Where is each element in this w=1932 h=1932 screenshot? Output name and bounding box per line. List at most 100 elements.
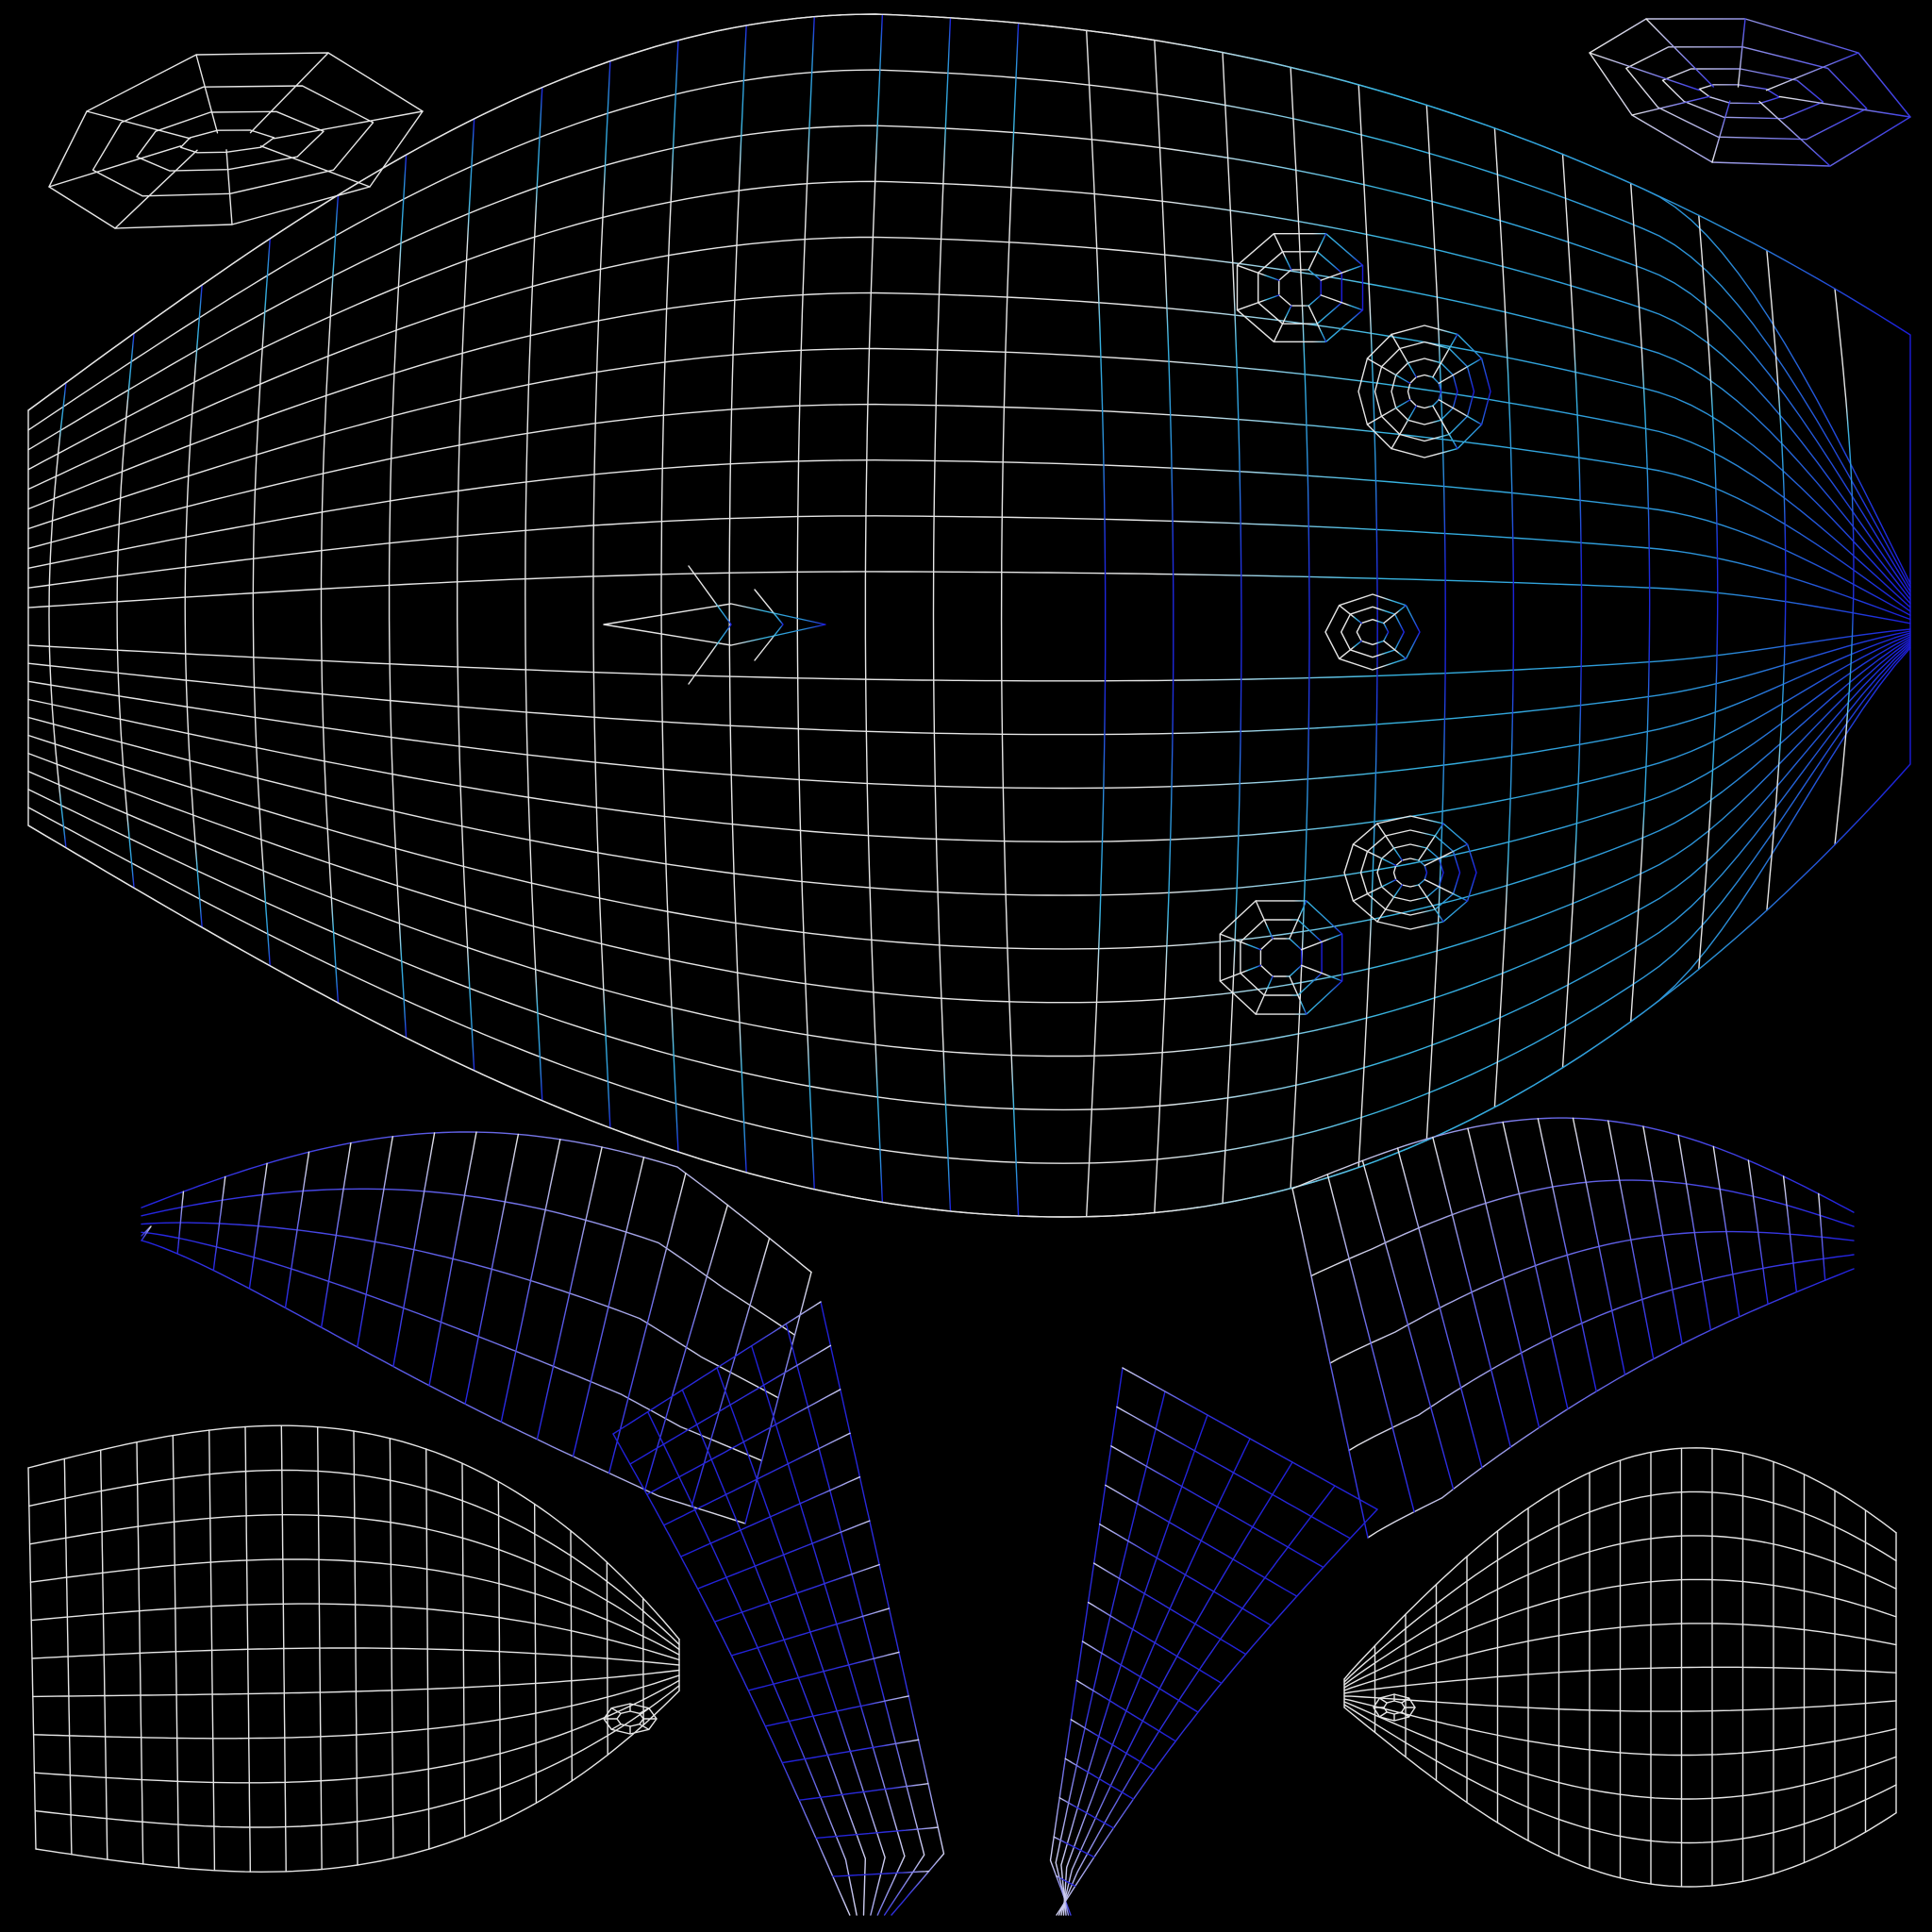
- wire-edge: [1432, 405, 1458, 450]
- wire-edge: [815, 1826, 939, 1840]
- wire-edge: [1110, 1445, 1324, 1569]
- wire-edge: [317, 1425, 323, 1871]
- wire-edge: [1240, 919, 1323, 996]
- wire-edge: [1677, 1134, 1712, 1331]
- wire-edge: [1219, 964, 1262, 982]
- wire-edge: [1291, 1188, 1369, 1539]
- wire-edge: [389, 1437, 394, 1859]
- body-main-island: [27, 13, 1911, 1218]
- wire-edge: [1081, 1641, 1199, 1713]
- wire-edge: [1418, 884, 1444, 923]
- wire-edge: [244, 1425, 251, 1873]
- wire-edge: [1661, 68, 1824, 120]
- wire-edge: [1055, 1391, 1166, 1916]
- wire-edge: [832, 1870, 930, 1877]
- wire-edge: [716, 1367, 886, 1916]
- wire-edge: [1085, 29, 1107, 1218]
- wire-edge: [27, 641, 1911, 1058]
- wire-edge: [252, 238, 271, 967]
- wire-edge: [1758, 100, 1831, 167]
- wire-edge: [184, 284, 203, 928]
- wire-edge: [1049, 1367, 1124, 1916]
- wire-edge: [464, 1133, 520, 1406]
- wire-edge: [820, 1301, 945, 1916]
- wire-edge: [1698, 84, 1781, 105]
- wire-edge: [1391, 405, 1418, 450]
- wire-edge: [273, 110, 424, 140]
- wire-edge: [208, 1429, 216, 1872]
- wire-edge: [525, 86, 543, 1102]
- wire-edge: [536, 1146, 603, 1441]
- wire-edge: [751, 1344, 906, 1916]
- wire-edge: [610, 1723, 622, 1731]
- wire-edge: [570, 1529, 573, 1782]
- wire-edge: [1376, 884, 1404, 923]
- wire-edge: [1383, 640, 1407, 659]
- wire-edge: [781, 1739, 920, 1764]
- wire-edge: [1273, 305, 1292, 342]
- wire-edge: [864, 13, 884, 1204]
- wire-edge: [1310, 1179, 1855, 1277]
- wire-edge: [116, 332, 135, 889]
- wire-edge: [141, 1225, 152, 1241]
- wire-edge: [1236, 294, 1280, 311]
- wire-edge: [1561, 153, 1583, 1069]
- wire-edge: [1834, 288, 1855, 846]
- wire-edge: [1289, 975, 1307, 1015]
- wire-edge: [1154, 39, 1174, 1214]
- wire-edge: [1064, 1757, 1135, 1800]
- wire-edge: [320, 193, 340, 1004]
- wire-edge: [27, 13, 1911, 1218]
- wire-edge: [1589, 52, 1701, 92]
- wire-edge: [1765, 52, 1859, 92]
- wire-edge: [136, 110, 325, 172]
- wire-edge: [27, 1467, 37, 1850]
- wire-edge: [754, 589, 784, 661]
- wire-edge: [1383, 605, 1407, 625]
- wire-edge: [1307, 305, 1327, 342]
- wire-edge: [280, 1424, 287, 1873]
- wire-edge: [1255, 975, 1274, 1015]
- wire-edge: [1307, 232, 1327, 271]
- wire-edge: [27, 515, 1911, 621]
- wire-edge: [212, 1175, 226, 1272]
- wire-edge: [1259, 938, 1303, 977]
- wire-edge: [1401, 1711, 1410, 1718]
- wire-edge: [27, 69, 1911, 589]
- wire-edge: [1357, 84, 1378, 1169]
- wire-edge: [141, 1131, 812, 1274]
- wire-edge: [27, 571, 1911, 625]
- wire-edge: [1273, 232, 1292, 271]
- wire-edge: [1376, 823, 1404, 861]
- wire-edge: [259, 145, 371, 188]
- wire-edge: [572, 1157, 645, 1457]
- wire-edge: [27, 347, 1911, 608]
- wire-edge: [764, 1695, 909, 1727]
- wire-edge: [27, 236, 1911, 601]
- wire-edge: [1098, 1523, 1272, 1626]
- wire-edge: [27, 632, 1911, 790]
- wire-edge: [27, 628, 1911, 682]
- wire-edge: [1572, 1117, 1626, 1376]
- wire-edge: [534, 1503, 538, 1804]
- wire-edge: [141, 1240, 746, 1524]
- wire-edge: [1300, 964, 1343, 982]
- wire-edge: [1320, 264, 1364, 281]
- wire-edge: [1698, 214, 1719, 971]
- wire-edge: [1352, 843, 1397, 867]
- wire-edge: [1352, 878, 1397, 902]
- wire-edge: [27, 291, 1911, 605]
- lower-right-flap-island: [1343, 1447, 1897, 1888]
- wire-edge: [1070, 1719, 1156, 1772]
- wire-edge: [1289, 900, 1307, 940]
- wire-edge: [696, 1520, 871, 1590]
- wire-edge: [1255, 900, 1274, 940]
- wire-edge: [1391, 333, 1418, 378]
- wire-edge: [63, 1457, 73, 1856]
- wire-edge: [796, 16, 815, 1191]
- wire-edge: [48, 52, 424, 229]
- wire-edge: [48, 381, 67, 849]
- wire-edge: [785, 1323, 925, 1916]
- wire-edge: [1092, 1562, 1247, 1656]
- wire-edge: [639, 1707, 650, 1715]
